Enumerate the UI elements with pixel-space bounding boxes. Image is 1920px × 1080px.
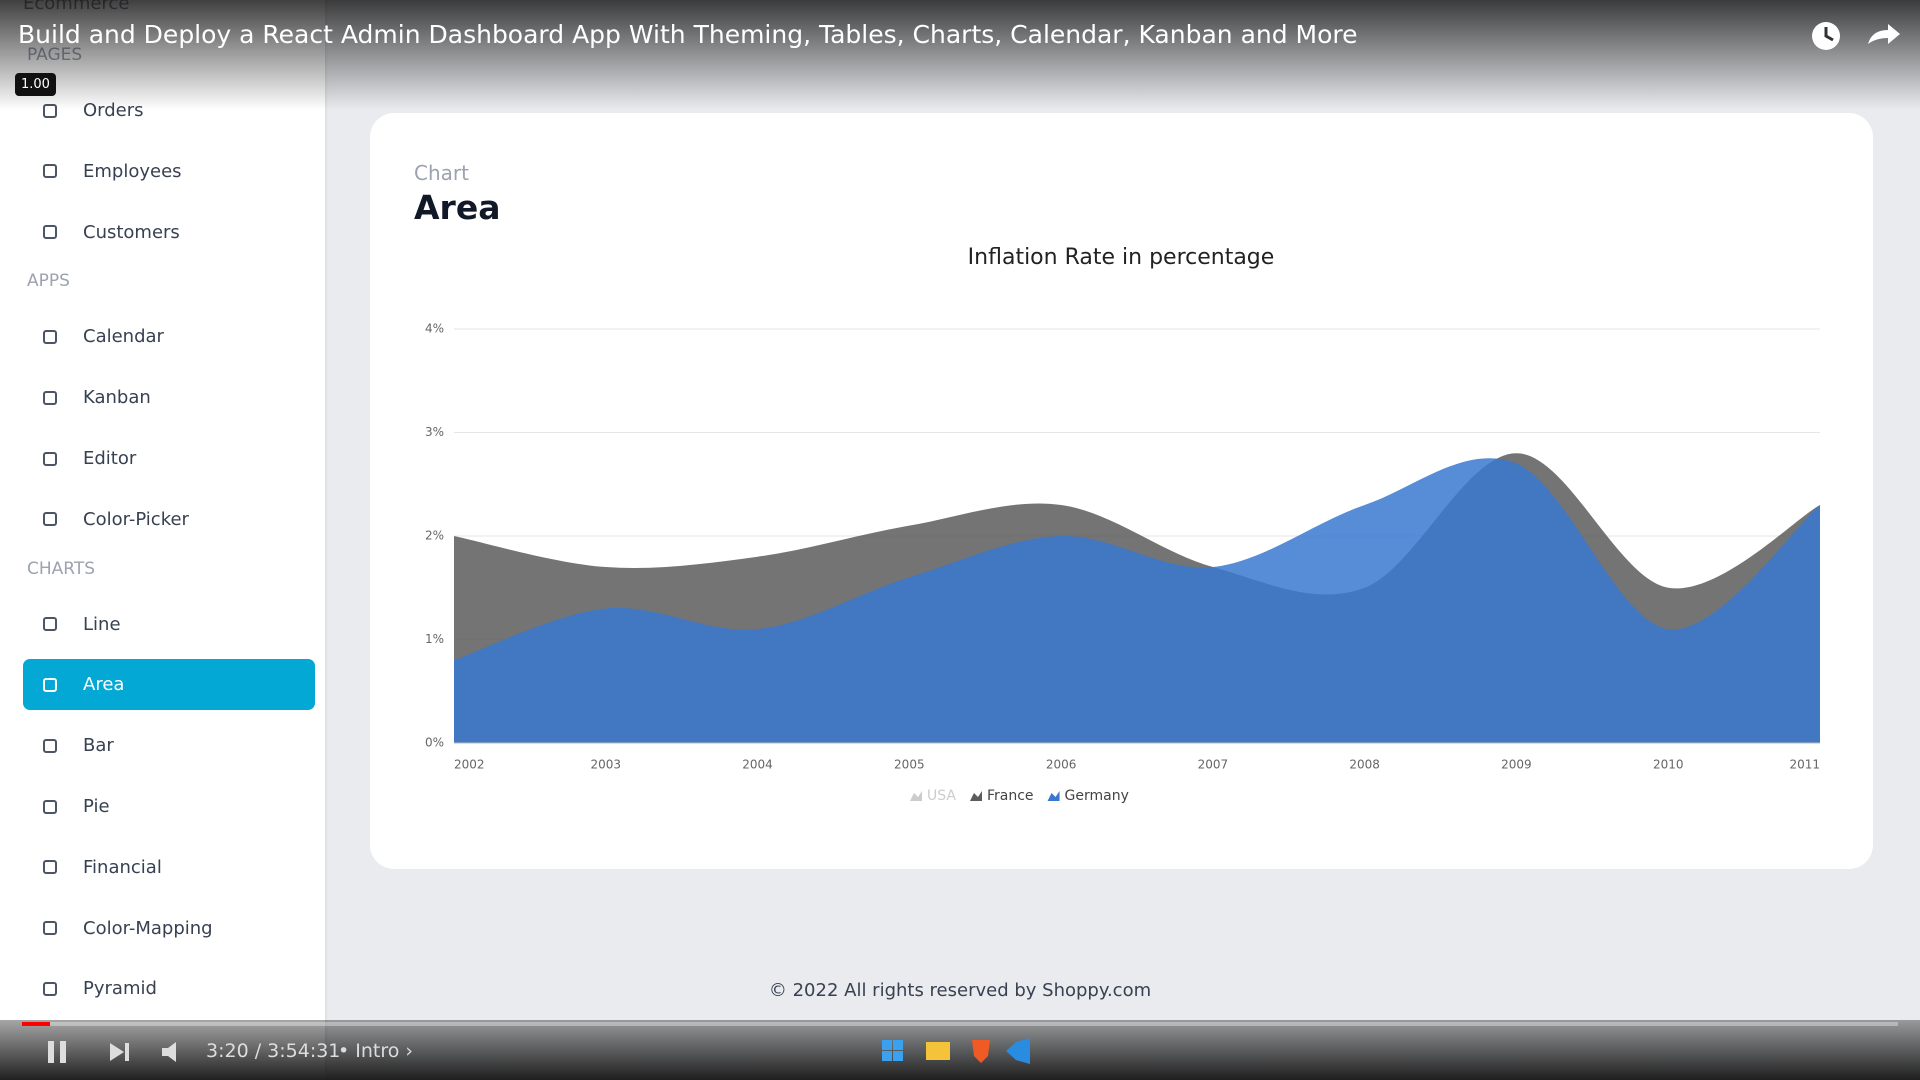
nav-label: Kanban — [83, 387, 151, 409]
nav-icon — [43, 677, 57, 692]
nav-label: Financial — [83, 856, 162, 878]
progress-bar[interactable] — [22, 1022, 1898, 1026]
nav-icon — [43, 451, 57, 466]
sidebar: EcommercePAGESOrdersEmployeesCustomersAP… — [0, 0, 325, 1080]
nav-icon — [43, 921, 57, 936]
x-tick-label: 2003 — [591, 758, 622, 772]
nav-item[interactable]: Calendar — [23, 311, 315, 362]
nav-label: Customers — [83, 221, 180, 243]
nav-item[interactable]: Kanban — [23, 372, 315, 423]
nav-label: Calendar — [83, 326, 164, 348]
y-tick-label: 2% — [425, 529, 444, 543]
section-title: CHARTS — [27, 558, 96, 579]
x-tick-label: 2010 — [1653, 758, 1684, 772]
video-time: 3:20 / 3:54:31 — [206, 1040, 341, 1062]
x-tick-label: 2005 — [894, 758, 925, 772]
legend-label[interactable]: USA — [927, 788, 956, 804]
nav-item[interactable]: Employees — [23, 146, 315, 197]
legend-icon — [969, 791, 982, 801]
taskbar-apps[interactable] — [880, 1036, 1040, 1068]
nav-item[interactable]: Color-Mapping — [23, 903, 315, 954]
nav-item[interactable]: Line — [23, 599, 315, 650]
x-tick-label: 2009 — [1501, 758, 1532, 772]
nav-label: Bar — [83, 735, 114, 757]
nav-icon — [43, 860, 57, 875]
speed-badge: 1.00 — [15, 73, 56, 96]
playback-buttons[interactable] — [40, 1038, 190, 1068]
section-title: APPS — [27, 271, 70, 292]
nav-label: Color-Picker — [83, 508, 189, 530]
page-title: Area — [414, 188, 501, 227]
chart-title: Inflation Rate in percentage — [968, 245, 1275, 270]
nav-icon — [43, 799, 57, 814]
nav-item[interactable]: Bar — [23, 720, 315, 771]
nav-icon — [43, 738, 57, 753]
x-tick-label: 2007 — [1198, 758, 1229, 772]
nav-label: Color-Mapping — [83, 917, 213, 939]
nav-icon — [43, 512, 57, 527]
nav-icon — [43, 225, 57, 240]
y-tick-label: 1% — [425, 632, 444, 646]
nav-icon — [43, 164, 57, 179]
nav-item[interactable]: Pie — [23, 781, 315, 832]
nav-item[interactable]: Editor — [23, 433, 315, 484]
nav-item[interactable]: Pyramid — [23, 963, 315, 1014]
video-top-overlay: Build and Deploy a React Admin Dashboard… — [0, 0, 1920, 110]
chart-card: Chart Area Inflation Rate in percentage 0… — [370, 113, 1873, 869]
x-tick-label: 2008 — [1349, 758, 1380, 772]
video-chapter[interactable]: Intro — [338, 1040, 413, 1062]
nav-icon — [43, 981, 57, 996]
nav-icon — [43, 329, 57, 344]
y-tick-label: 4% — [425, 322, 444, 336]
area-series — [454, 458, 1820, 743]
nav-icon — [43, 390, 57, 405]
video-title[interactable]: Build and Deploy a React Admin Dashboard… — [18, 20, 1358, 49]
footer: © 2022 All rights reserved by Shoppy.com — [768, 980, 1152, 1001]
page-category: Chart — [414, 161, 469, 185]
x-tick-label: 2004 — [742, 758, 773, 772]
legend-label[interactable]: France — [987, 788, 1034, 804]
nav-item[interactable]: Area — [23, 659, 315, 711]
progress-played — [22, 1022, 50, 1026]
nav-item[interactable]: Color-Picker — [23, 494, 315, 545]
nav-icon — [43, 617, 57, 632]
video-controls: 01:44 AM08-08-2022 — [0, 1020, 1920, 1080]
nav-label: Line — [83, 613, 121, 635]
nav-label: Pyramid — [83, 978, 157, 1000]
x-tick-label: 2011 — [1789, 758, 1820, 772]
chart: Inflation Rate in percentage 0% 1% 2% 3% 4% 20… — [425, 245, 1820, 804]
nav-label: Area — [83, 674, 125, 696]
nav-label: Employees — [83, 160, 182, 182]
legend-label[interactable]: Germany — [1065, 788, 1129, 804]
nav-item[interactable]: Financial — [23, 842, 315, 893]
legend-icon — [910, 791, 922, 801]
y-tick-label: 3% — [425, 425, 444, 439]
x-tick-label: 2002 — [454, 758, 485, 772]
nav-item[interactable]: Customers — [23, 207, 315, 258]
y-tick-label: 0% — [425, 736, 444, 750]
x-tick-label: 2006 — [1046, 758, 1077, 772]
video-actions[interactable] — [1806, 16, 1906, 56]
nav-label: Pie — [83, 796, 110, 817]
nav-label: Editor — [83, 448, 137, 469]
legend-icon — [1047, 791, 1060, 801]
